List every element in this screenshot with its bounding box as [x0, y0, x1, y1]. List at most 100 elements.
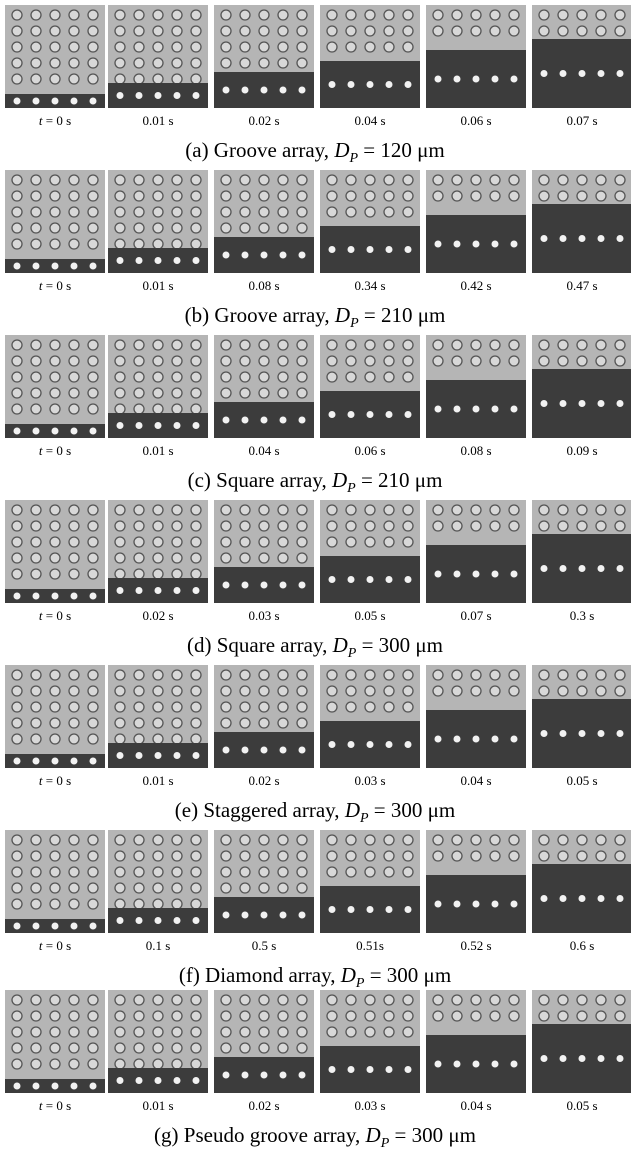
pillar — [403, 505, 413, 515]
pillar — [12, 521, 22, 531]
pillar — [433, 995, 443, 1005]
pillar — [153, 388, 163, 398]
pillar — [221, 702, 231, 712]
wetted-pillar — [117, 422, 124, 429]
wetted-pillar — [598, 1055, 605, 1062]
pillar — [172, 835, 182, 845]
pillar — [346, 537, 356, 547]
time-label: 0.01 s — [142, 113, 173, 128]
wetted-pillar — [14, 1083, 21, 1090]
pillar — [615, 995, 625, 1005]
pillar — [172, 404, 182, 414]
wetted-pillar — [367, 81, 374, 88]
pillar — [115, 851, 125, 861]
pillar — [433, 10, 443, 20]
time-label: 0.08 s — [460, 443, 491, 458]
pillar — [88, 26, 98, 36]
pillar — [191, 10, 201, 20]
wetted-pillar — [261, 747, 268, 754]
pillar — [240, 851, 250, 861]
pillar — [452, 175, 462, 185]
pillar — [365, 10, 375, 20]
wetted-pillar — [33, 593, 40, 600]
pillar — [278, 223, 288, 233]
pillar — [240, 702, 250, 712]
wetted-pillar — [299, 87, 306, 94]
pillar — [596, 851, 606, 861]
pillar — [153, 1043, 163, 1053]
pillar — [69, 340, 79, 350]
time-label: t = 0 s — [39, 938, 71, 953]
pillar — [153, 223, 163, 233]
wetted-pillar — [71, 923, 78, 930]
pillar — [365, 1027, 375, 1037]
caption-prefix: (g) Pseudo groove array, — [154, 1123, 366, 1147]
time-value: 0.52 s — [460, 938, 491, 953]
wetted-pillar — [560, 400, 567, 407]
pillar — [221, 191, 231, 201]
wetted-pillar — [223, 87, 230, 94]
wetted-pillar — [242, 747, 249, 754]
wetted-pillar — [90, 593, 97, 600]
pillar — [69, 207, 79, 217]
wetted-pillar — [71, 758, 78, 765]
time-label: 0.6 s — [570, 938, 595, 953]
pillar — [88, 537, 98, 547]
pillar — [259, 883, 269, 893]
time-value: 0.02 s — [248, 1098, 279, 1113]
pillar — [452, 851, 462, 861]
pillar — [471, 835, 481, 845]
pillar — [12, 505, 22, 515]
pillar — [31, 356, 41, 366]
wetted-pillar — [193, 752, 200, 759]
pillar — [490, 521, 500, 531]
pillar — [172, 340, 182, 350]
pillar — [278, 372, 288, 382]
pillar — [191, 58, 201, 68]
wetted-pillar — [386, 1066, 393, 1073]
pillar — [240, 175, 250, 185]
pillar — [50, 537, 60, 547]
pillar — [240, 207, 250, 217]
pillar — [172, 702, 182, 712]
pillar — [297, 883, 307, 893]
pillar — [433, 191, 443, 201]
pillar — [153, 207, 163, 217]
pillar — [346, 1011, 356, 1021]
pillar — [577, 10, 587, 20]
pillar — [172, 553, 182, 563]
pillar — [50, 74, 60, 84]
pillar — [365, 521, 375, 531]
pillar — [50, 883, 60, 893]
pillar — [50, 851, 60, 861]
pillar — [365, 505, 375, 515]
pillar — [403, 175, 413, 185]
pillar — [50, 505, 60, 515]
wetted-pillar — [348, 246, 355, 253]
pillar — [452, 670, 462, 680]
pillar — [297, 702, 307, 712]
pillar — [69, 505, 79, 515]
pillar — [596, 505, 606, 515]
pillar — [297, 191, 307, 201]
pillar — [558, 686, 568, 696]
wetted-pillar — [435, 241, 442, 248]
pillar — [490, 670, 500, 680]
pillar — [12, 404, 22, 414]
pillar — [278, 718, 288, 728]
wetted-pillar — [454, 76, 461, 83]
pillar — [221, 670, 231, 680]
pillar — [12, 835, 22, 845]
pillar — [509, 175, 519, 185]
pillar — [452, 10, 462, 20]
pillar — [191, 899, 201, 909]
pillar — [115, 702, 125, 712]
wetted-pillar — [136, 917, 143, 924]
pillar — [31, 569, 41, 579]
photo-panel — [5, 990, 105, 1093]
pillar — [240, 372, 250, 382]
pillar — [88, 867, 98, 877]
pillar — [577, 521, 587, 531]
wetted-pillar — [155, 752, 162, 759]
pillar — [88, 372, 98, 382]
